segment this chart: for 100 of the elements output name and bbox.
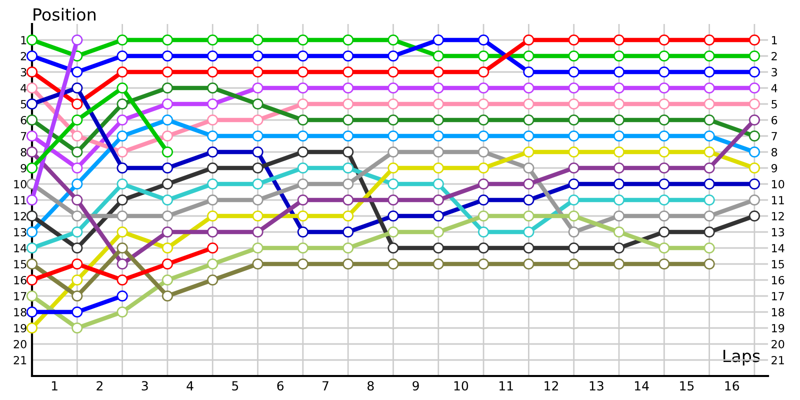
point (72, 290, 83, 302)
point (342, 242, 354, 254)
x-tick-label: 11 (500, 381, 513, 390)
point (568, 258, 580, 270)
point (162, 194, 174, 206)
y-tick-label: 21 (14, 356, 26, 364)
point (523, 194, 534, 206)
point (568, 50, 580, 62)
y2-tick-label: 14 (772, 244, 784, 252)
y-tick-label: 20 (14, 340, 26, 348)
point (613, 258, 625, 270)
y2-tick-label: 1 (772, 36, 777, 44)
point (523, 114, 534, 126)
point (478, 258, 490, 270)
point (207, 146, 218, 158)
x-tick-label: 4 (186, 381, 194, 390)
point (116, 306, 128, 318)
point (162, 178, 174, 190)
point (478, 130, 490, 142)
x-tick-label: 1 (52, 381, 58, 390)
point (116, 82, 128, 94)
point (342, 34, 354, 46)
point (523, 146, 534, 158)
point (568, 98, 580, 110)
point (297, 226, 308, 238)
y2-tick-label: 7 (772, 132, 777, 140)
point (162, 66, 174, 78)
y-tick-label: 11 (14, 196, 26, 204)
point (72, 322, 83, 334)
y2-tick-label: 17 (772, 292, 784, 300)
point (26, 274, 38, 286)
point (162, 290, 174, 302)
point (568, 130, 580, 142)
point (748, 114, 760, 126)
y-tick-label: 17 (14, 292, 26, 300)
point (252, 162, 264, 174)
point (252, 50, 264, 62)
point (116, 258, 128, 270)
point (207, 178, 218, 190)
point (26, 66, 38, 78)
x-tick-label: 12 (544, 381, 558, 390)
point (704, 162, 715, 174)
point (388, 130, 399, 142)
point (116, 50, 128, 62)
point (342, 194, 354, 206)
point (704, 210, 715, 222)
point (388, 178, 399, 190)
point (116, 242, 128, 254)
point (162, 162, 174, 174)
point (658, 226, 670, 238)
y-tick-label: 5 (20, 100, 26, 108)
point (297, 82, 308, 94)
y2-tick-label: 6 (772, 116, 778, 124)
point (116, 130, 128, 142)
point (116, 178, 128, 190)
point (207, 242, 218, 254)
y-tick-label: 3 (20, 68, 26, 76)
point (658, 258, 670, 270)
point (297, 242, 308, 254)
y2-tick-label: 4 (771, 84, 778, 92)
point (704, 98, 715, 110)
y-tick-label: 14 (14, 244, 27, 252)
point (207, 82, 218, 94)
point (116, 194, 128, 206)
y2-tick-label: 19 (772, 324, 784, 332)
point (72, 66, 83, 78)
point (478, 82, 490, 94)
point (116, 162, 128, 174)
point (523, 34, 534, 46)
point (568, 194, 580, 206)
point (207, 226, 218, 238)
point (72, 242, 83, 254)
point (252, 258, 264, 270)
point (613, 66, 625, 78)
y-tick-label: 9 (20, 164, 26, 172)
point (748, 210, 760, 222)
point (704, 258, 715, 270)
point (252, 178, 264, 190)
point (478, 178, 490, 190)
point (388, 210, 399, 222)
point (568, 114, 580, 126)
point (523, 50, 534, 62)
point (478, 194, 490, 206)
y2-tick-label: 3 (772, 68, 777, 76)
point (162, 210, 174, 222)
y-tick-label: 13 (14, 228, 26, 236)
point (432, 210, 444, 222)
point (116, 290, 128, 302)
point (432, 34, 444, 46)
point (388, 146, 399, 158)
point (207, 130, 218, 142)
point (523, 242, 534, 254)
y2-tick-label: 21 (772, 356, 784, 364)
point (72, 210, 83, 222)
point (523, 162, 534, 174)
point (162, 98, 174, 110)
point (748, 130, 760, 142)
x-tick-label: 13 (590, 381, 604, 391)
x-tick-label: 6 (277, 381, 284, 391)
x-tick-label: 7 (322, 381, 328, 390)
